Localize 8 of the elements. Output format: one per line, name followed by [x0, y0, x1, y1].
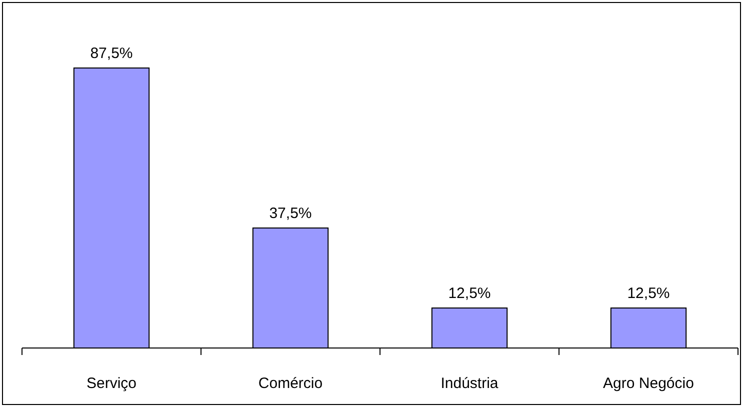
x-tick-label: Serviço — [86, 375, 137, 392]
data-label: 37,5% — [269, 205, 312, 222]
data-label: 12,5% — [448, 285, 491, 302]
data-label: 87,5% — [90, 45, 133, 62]
x-tick-label: Agro Negócio — [603, 375, 694, 392]
data-label: 12,5% — [627, 285, 670, 302]
x-tick-label: Indústria — [440, 375, 499, 392]
x-tick-label: Comércio — [258, 375, 323, 392]
